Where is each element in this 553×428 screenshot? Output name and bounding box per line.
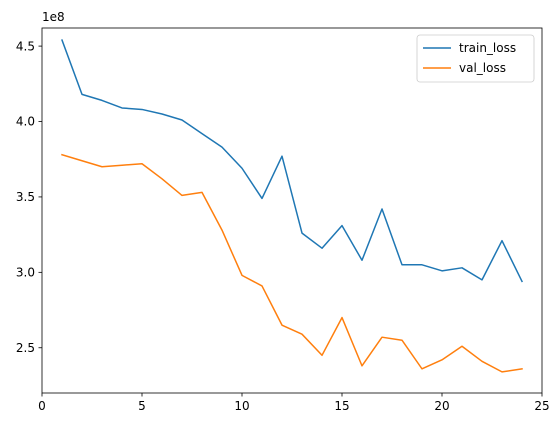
axes-frame [41,27,543,394]
x-tick-label: 5 [138,399,146,413]
legend-box [416,34,535,83]
legend: train_loss val_loss [416,34,535,83]
y-tick-label: 2.5 [16,341,35,355]
x-tick-label: 0 [38,399,46,413]
x-tick-label: 15 [334,399,349,413]
series-line-val-loss [61,153,523,373]
plot-area [61,39,524,373]
x-tick-label: 20 [434,399,449,413]
y-offset-label: 1e8 [42,10,65,24]
y-tick-label: 4.0 [16,115,35,129]
x-axis: 0 5 10 15 20 25 [38,393,550,413]
x-tick-label: 10 [234,399,249,413]
legend-label-val-loss: val_loss [459,61,506,75]
x-tick-label: 25 [534,399,549,413]
series-line-train-loss [61,39,524,283]
y-tick-label: 4.5 [16,39,35,53]
legend-label-train-loss: train_loss [459,41,516,55]
y-tick-label: 3.0 [16,266,35,280]
y-tick-label: 3.5 [16,190,35,204]
axes-border [41,27,543,394]
y-axis: 2.5 3.0 3.5 4.0 4.5 [16,39,42,355]
